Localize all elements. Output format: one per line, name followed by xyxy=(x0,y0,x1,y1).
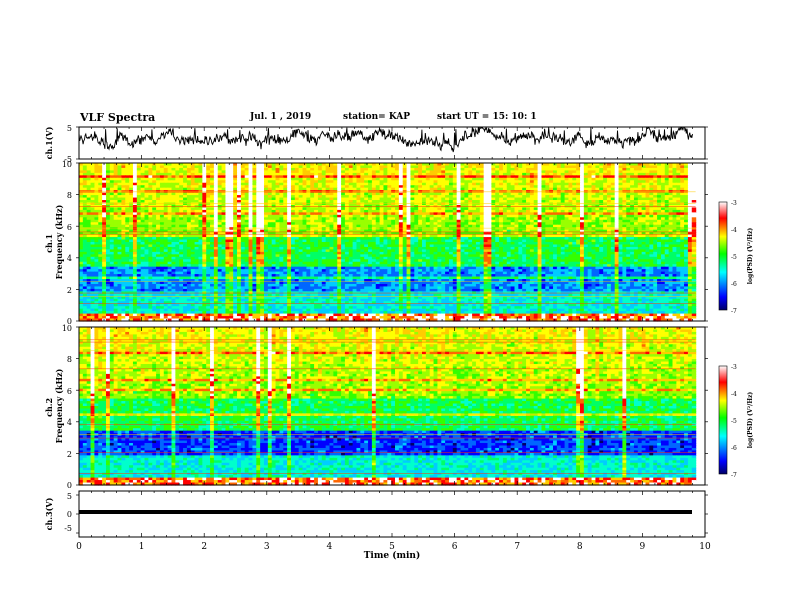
ch1-waveform-ylabel: ch.1(V) xyxy=(44,126,54,159)
ch1-spectrogram-panel: 0 2 4 6 8 10 ch.1 Frequency (kHz) -3 -4 … xyxy=(44,160,754,326)
ch1-spectrogram-heatmap xyxy=(79,163,696,322)
ch1-ytick-5: 5 xyxy=(67,124,72,133)
vlf-figure: 5 -5 ch.1(V) 0 2 4 6 8 10 ch.1 Frequency… xyxy=(0,0,792,612)
ch1-waveform-panel: 5 -5 ch.1(V) xyxy=(44,124,708,164)
ch1-waveform-line xyxy=(79,126,693,152)
